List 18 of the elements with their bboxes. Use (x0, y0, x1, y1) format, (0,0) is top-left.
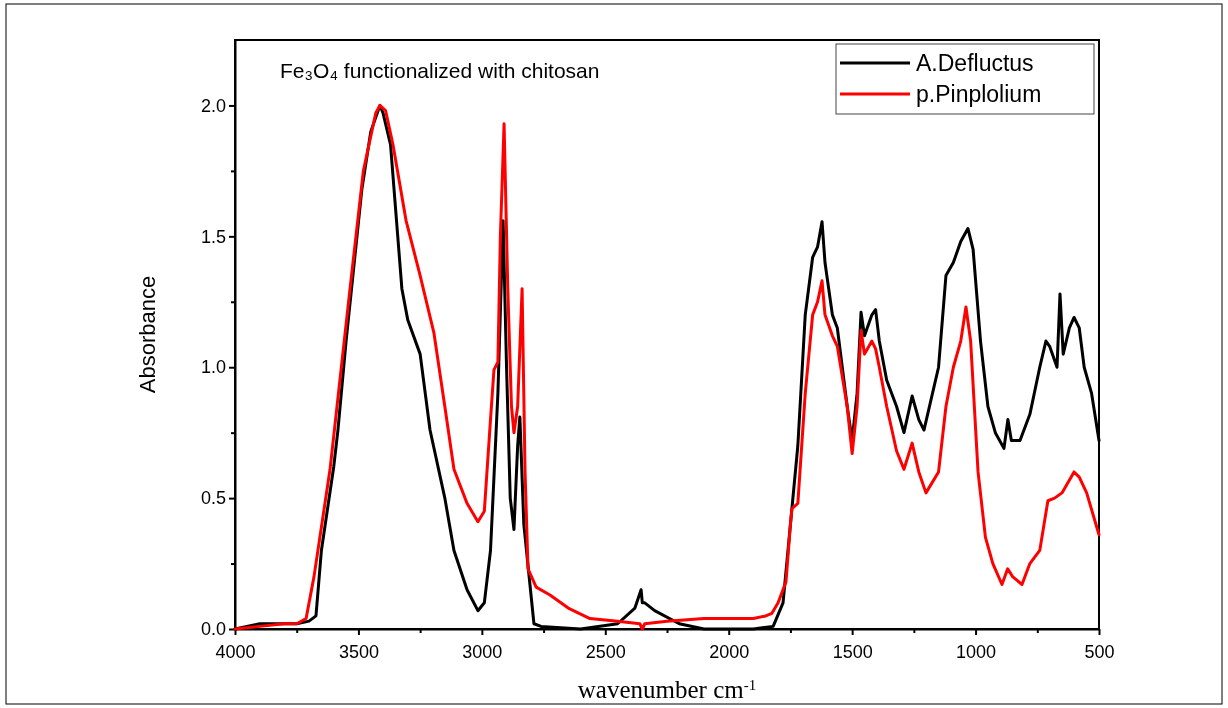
y-tick-label: 1.0 (200, 357, 226, 378)
x-axis-title: wavenumber cm$^{-1}$ (577, 676, 757, 703)
text: Fe₃O₄ functionalized with chitosan (280, 59, 600, 82)
legend-label: p.Pinplolium (916, 81, 1042, 107)
x-tick-label: 2000 (709, 641, 750, 662)
x-tick-label: 1000 (956, 641, 997, 662)
x-tick-label: 3500 (338, 641, 379, 662)
x-tick-label: 4000 (215, 641, 256, 662)
y-tick-label: 2.0 (200, 95, 226, 116)
x-tick-label: 1500 (832, 641, 873, 662)
y-tick-label: 1.5 (200, 226, 226, 247)
y-tick-label: 0.5 (200, 488, 226, 509)
x-tick-label: 500 (1084, 641, 1115, 662)
x-tick-label: 2500 (585, 641, 626, 662)
y-tick-label: 0.0 (200, 619, 226, 640)
legend-label: A.Defluctus (916, 50, 1034, 76)
x-tick-label: 3000 (462, 641, 503, 662)
y-axis-title: Absorbance (135, 275, 160, 394)
